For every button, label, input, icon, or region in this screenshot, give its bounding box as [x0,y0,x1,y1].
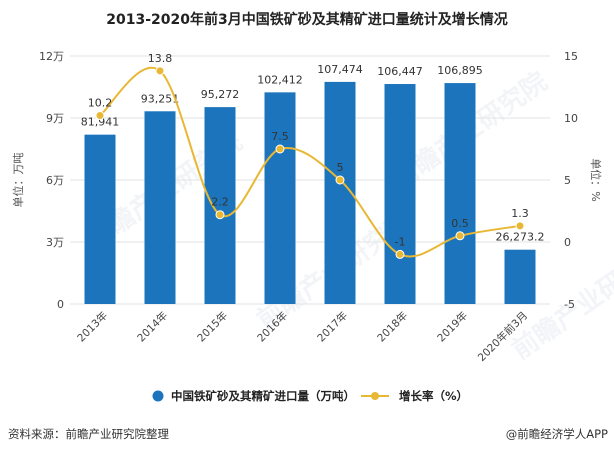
left-tick-label: 6万 [46,174,64,187]
bar-value-label: 26,273.2 [496,231,545,244]
x-tick-label: 2015年 [195,309,231,345]
left-tick-label: 3万 [46,236,64,249]
x-tick-label: 2014年 [135,309,171,345]
x-tick-label: 2017年 [315,309,351,345]
growth-value-label: 7.5 [271,130,289,143]
growth-line [95,66,525,259]
bar [504,249,536,304]
bar [444,83,476,304]
growth-value-label: 13.8 [148,52,173,65]
bar-value-label: 81,941 [81,116,120,129]
bar [84,134,116,304]
growth-line-path [99,66,521,258]
bar-value-label: 95,272 [201,88,240,101]
legend-line-marker [371,392,379,400]
chart-title: 2013-2020年前3月中国铁矿砂及其精矿进口量统计及增长情况 [106,11,507,28]
right-axis-label: 单位：% [589,158,603,201]
growth-value-label: -1 [395,235,406,248]
right-tick-label: -5 [564,298,575,311]
x-tick-label: 2019年 [435,309,471,345]
right-axis-ticks: -5 0 5 10 15 [564,50,578,311]
legend-bar-label[interactable]: 中国铁矿砂及其精矿进口量（万吨） [171,389,355,403]
source-note: 资料来源：前瞻产业研究院整理 [8,427,169,441]
right-tick-label: 10 [564,112,578,125]
bar-value-label: 107,474 [317,63,363,76]
legend: 中国铁矿砂及其精矿进口量（万吨） 增长率（%） [152,389,468,403]
growth-point [455,231,465,241]
growth-point [155,66,165,76]
x-tick-label: 2018年 [375,309,411,345]
left-axis-label: 单位：万吨 [11,153,25,208]
growth-value-label: 5 [337,161,344,174]
bar-value-label: 106,447 [377,65,423,78]
right-tick-label: 15 [564,50,578,63]
growth-point [95,111,105,121]
left-tick-label: 9万 [46,112,64,125]
bar-value-label: 102,412 [257,73,303,86]
legend-bar-marker [152,390,164,402]
bar [204,107,236,305]
right-tick-label: 0 [564,236,571,249]
x-axis-ticks: 2013年 2014年 2015年 2016年 2017年 2018年 2019年 2020年… [75,309,531,364]
growth-point [515,221,525,231]
bars [84,81,536,305]
growth-value-label: 2.2 [211,196,229,209]
bar-value-label: 106,895 [437,64,483,77]
x-tick-label: 2013年 [75,309,111,345]
bar-labels: 81,941 93,251 95,272 102,412 107,474 106,447 1… [81,63,545,244]
left-tick-label: 0 [57,298,64,311]
left-tick-label: 12万 [39,50,64,63]
growth-point [335,175,345,185]
left-axis-ticks: 0 3万 6万 9万 12万 [39,50,64,311]
growth-value-label: 0.5 [451,217,469,230]
right-tick-label: 5 [564,174,571,187]
bar-value-label: 93,251 [141,92,180,105]
brand-credit: @前瞻经济学人APP [506,427,608,441]
bar [264,92,296,304]
growth-point [215,210,225,220]
bar [144,111,176,304]
growth-point [395,249,405,259]
growth-value-label: 1.3 [511,207,529,220]
growth-value-label: 10.2 [88,97,113,110]
growth-point [275,144,285,154]
legend-line-label[interactable]: 增长率（%） [399,389,468,403]
growth-labels: 10.2 13.8 2.2 7.5 5 -1 0.5 1.3 [88,52,529,249]
bar [384,84,416,304]
